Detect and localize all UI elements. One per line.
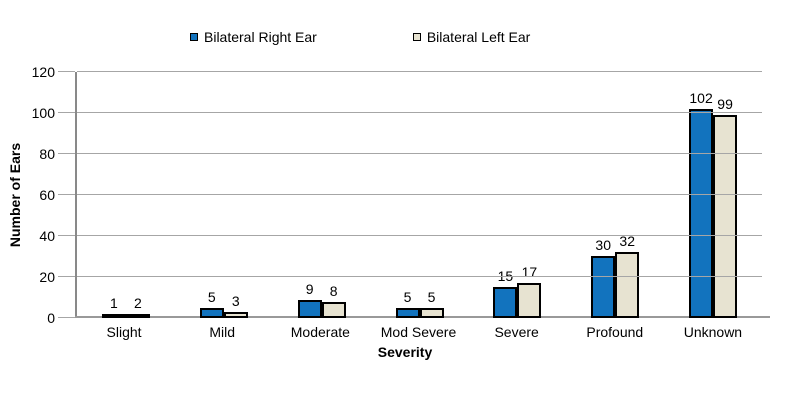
bar-with-label: 5 — [419, 289, 444, 318]
x-tick-label: Moderate — [290, 324, 350, 340]
x-tick-label: Severe — [494, 324, 539, 340]
bar-value-label: 32 — [619, 233, 635, 249]
y-tick-mark — [58, 112, 75, 113]
y-tick-label: 60 — [39, 187, 55, 203]
bar-group: 102 99 — [664, 72, 762, 318]
bar-with-label: 2 — [125, 295, 150, 318]
bar — [321, 302, 346, 318]
x-tick-label: Unknown — [683, 324, 743, 340]
bar — [223, 312, 248, 318]
bar-with-label: 32 — [615, 233, 640, 318]
gridline — [77, 153, 762, 154]
bar-with-label: 17 — [517, 264, 542, 318]
legend-label-right-ear: Bilateral Right Ear — [204, 29, 317, 45]
bar-value-label: 5 — [403, 289, 412, 305]
gridline — [77, 194, 762, 195]
y-tick-mark — [58, 71, 75, 72]
bar-value-label: 5 — [427, 289, 436, 305]
bar-with-label: 5 — [395, 289, 420, 318]
bar — [395, 308, 420, 318]
bar — [419, 308, 444, 318]
y-tick-label: 40 — [39, 228, 55, 244]
y-tick-label: 20 — [39, 269, 55, 285]
x-tick-label: Mod Severe — [380, 324, 457, 340]
y-tick-label: 0 — [47, 310, 55, 326]
y-tick-label: 80 — [39, 146, 55, 162]
legend: Bilateral Right Ear Bilateral Left Ear — [190, 29, 530, 45]
legend-swatch-left-ear — [412, 33, 421, 41]
bar-value-label: 2 — [134, 295, 142, 311]
legend-swatch-right-ear — [190, 33, 198, 41]
legend-item-left-ear: Bilateral Left Ear — [412, 29, 531, 45]
bar-group: 30 32 — [566, 72, 664, 318]
gridline — [77, 112, 762, 113]
bar — [591, 256, 616, 318]
bar-groups: 1 2 5 3 9 8 5 5 15 17 30 32 102 99 — [77, 72, 762, 318]
bar-with-label: 8 — [321, 283, 346, 318]
gridline — [77, 276, 762, 277]
y-tick-mark — [58, 194, 75, 195]
bar-value-label: 30 — [595, 237, 611, 253]
bar-value-label: 1 — [110, 295, 118, 311]
y-tick-label: 100 — [31, 105, 55, 121]
bar-value-label: 9 — [305, 281, 314, 297]
bar-value-label: 8 — [329, 283, 338, 299]
y-tick-mark — [58, 153, 75, 154]
bar-value-label: 3 — [231, 293, 240, 309]
bar — [101, 314, 126, 318]
bar-value-label: 5 — [207, 289, 216, 305]
bar — [689, 109, 714, 318]
bar-value-label: 17 — [521, 264, 538, 280]
bar — [615, 252, 640, 318]
bar — [297, 300, 322, 318]
bar-with-label: 102 — [689, 90, 714, 318]
bar-value-label: 102 — [689, 90, 713, 106]
bar — [493, 287, 518, 318]
bar — [517, 283, 542, 318]
bar — [125, 314, 150, 318]
bar-with-label: 5 — [199, 289, 224, 318]
bar-with-label: 9 — [297, 281, 322, 318]
x-tick-label: Slight — [106, 324, 142, 340]
gridline — [77, 235, 762, 236]
x-tick-label: Mild — [209, 324, 236, 340]
y-tick-label: 120 — [31, 64, 55, 80]
legend-label-left-ear: Bilateral Left Ear — [426, 29, 531, 45]
gridline — [77, 71, 762, 72]
y-axis-tick-labels: 0 20 40 60 80 100 120 — [0, 65, 55, 325]
bar — [199, 308, 224, 318]
y-tick-mark — [58, 276, 75, 277]
y-tick-mark — [58, 235, 75, 236]
bar-with-label: 99 — [713, 96, 738, 318]
x-axis-tick-labels: Slight Mild Moderate Mod Severe Severe Profou… — [75, 324, 762, 340]
bar-with-label: 3 — [223, 293, 248, 318]
bar-with-label: 30 — [591, 237, 616, 318]
bar-with-label: 15 — [493, 269, 518, 318]
bar — [713, 115, 738, 318]
plot-area: 1 2 5 3 9 8 5 5 15 17 30 32 102 99 — [58, 71, 770, 318]
x-tick-label: Profound — [586, 324, 644, 340]
bar-group: 15 17 — [468, 72, 566, 318]
legend-item-right-ear: Bilateral Right Ear — [190, 29, 317, 45]
bar-with-label: 1 — [101, 295, 126, 318]
x-axis-title: Severity — [377, 344, 433, 360]
bar-value-label: 99 — [717, 96, 733, 112]
y-tick-mark — [58, 317, 75, 318]
